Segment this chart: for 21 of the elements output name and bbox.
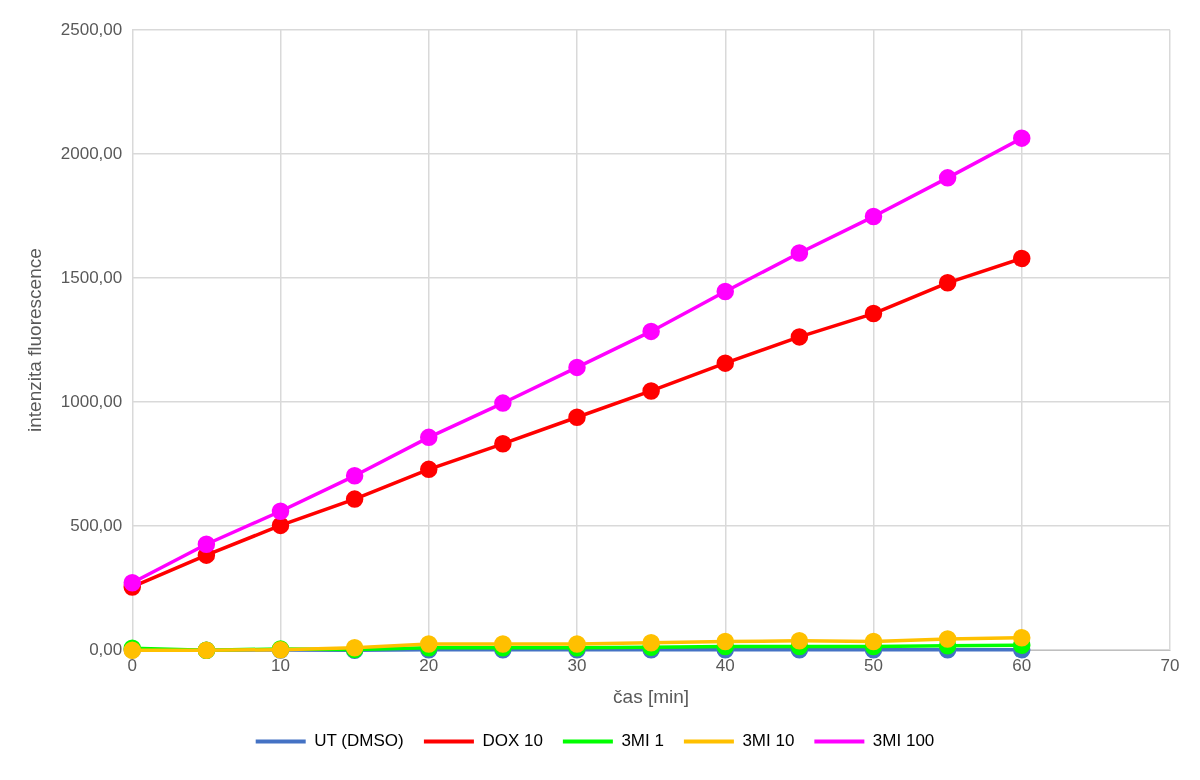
legend-label: UT (DMSO) [314, 731, 404, 751]
y-tick-label: 0,00 [89, 639, 123, 659]
x-tick-label: 70 [1160, 656, 1180, 676]
y-tick-label: 1500,00 [60, 267, 123, 287]
y-tick-label: 2000,00 [60, 143, 123, 163]
legend-label: DOX 10 [482, 731, 543, 751]
x-tick-label: 20 [419, 656, 439, 676]
legend-label: 3MI 10 [742, 731, 795, 751]
y-tick-label: 500,00 [70, 515, 123, 535]
x-tick-label: 30 [567, 656, 587, 676]
x-tick-label: 50 [864, 656, 883, 676]
x-tick-label: 40 [715, 656, 735, 676]
legend-label: 3MI 1 [621, 731, 664, 751]
x-tick-label: 0 [127, 656, 137, 676]
x-axis-title: čas [min] [613, 685, 690, 707]
x-tick-label: 10 [271, 656, 290, 676]
y-tick-label: 2500,00 [60, 19, 123, 39]
y-axis-title: intenzita fluorescence [23, 248, 45, 432]
legend-label: 3MI 100 [872, 731, 935, 751]
x-tick-label: 60 [1012, 656, 1032, 676]
y-tick-label: 1000,00 [60, 391, 123, 411]
